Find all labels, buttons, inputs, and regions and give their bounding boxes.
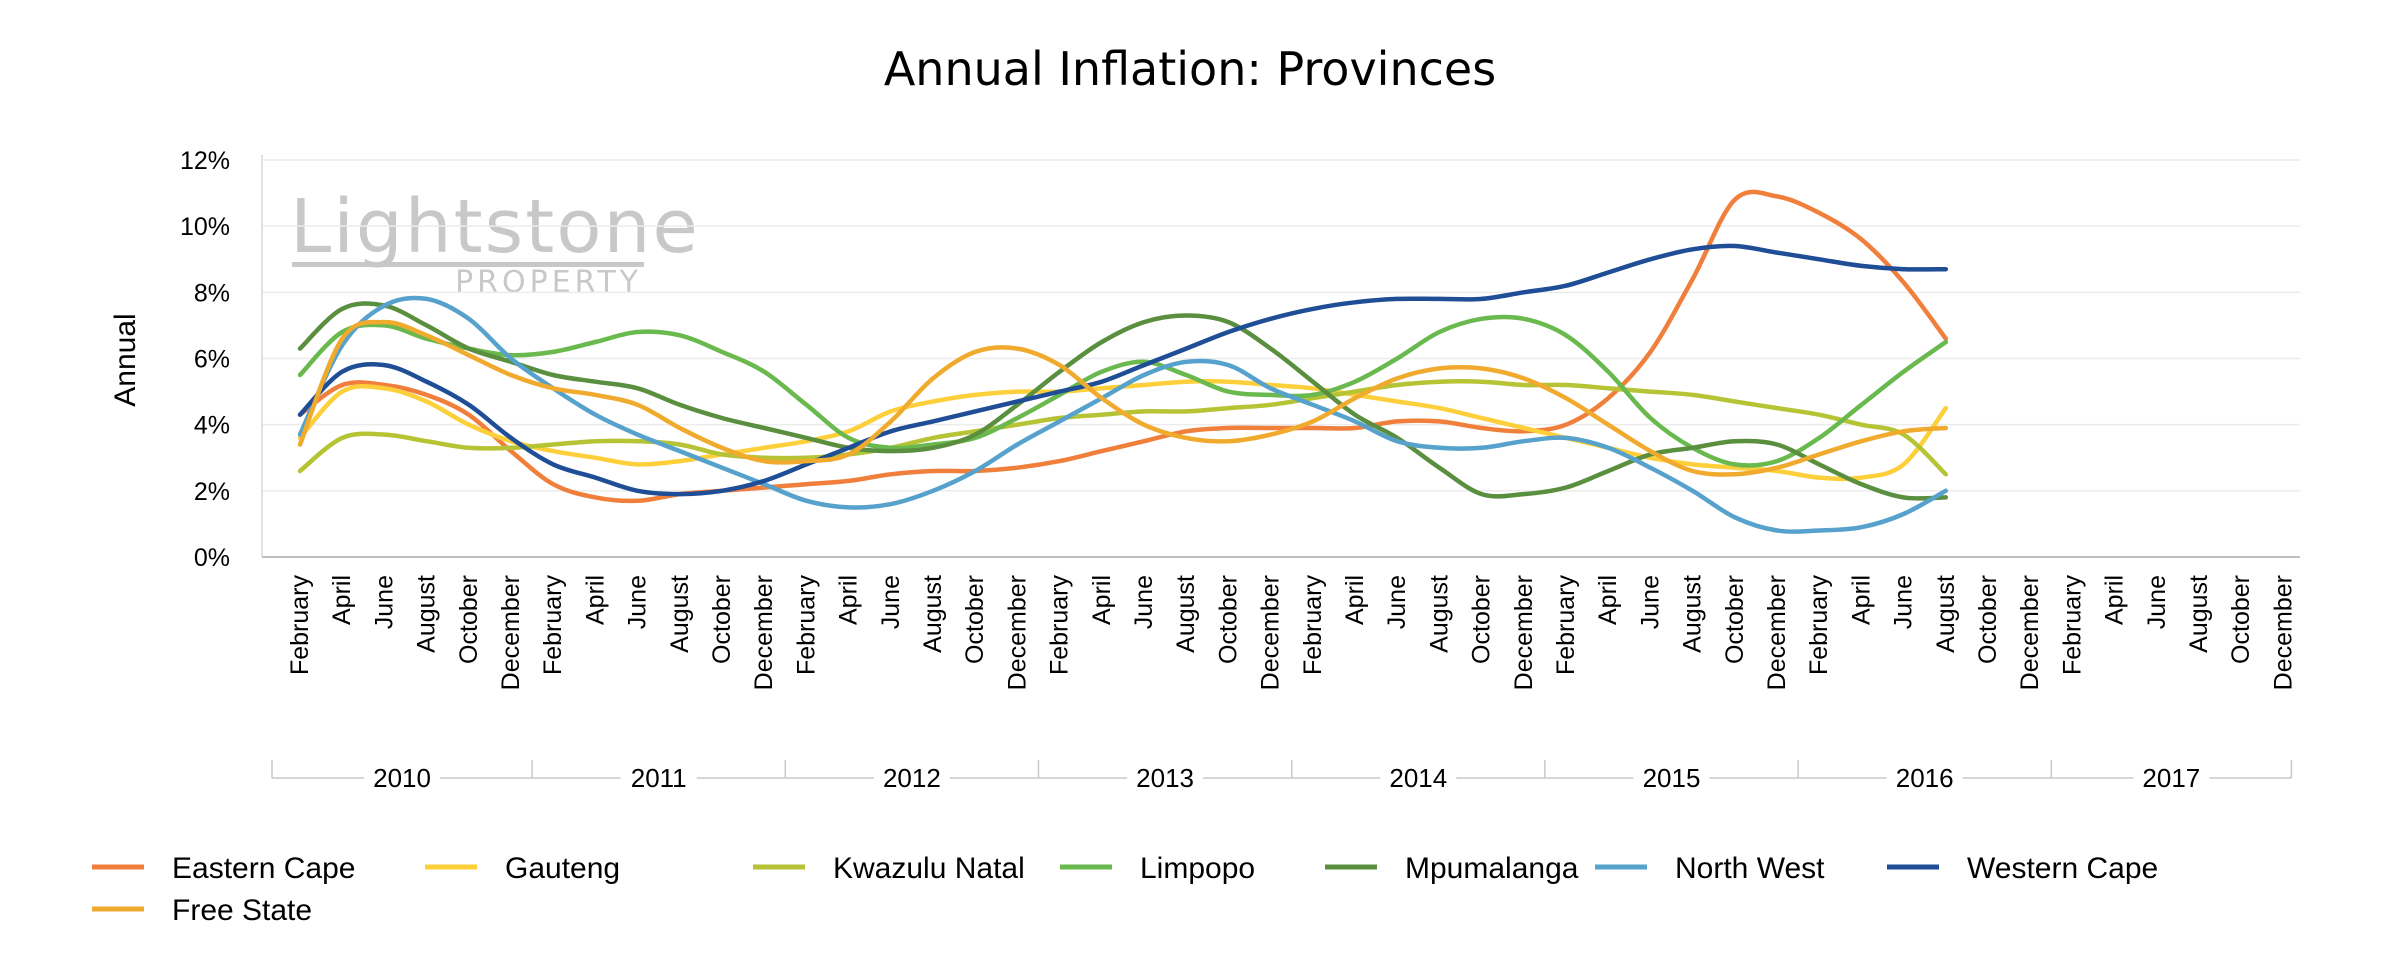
- y-tick-label: 6%: [194, 346, 230, 374]
- x-tick-label: April: [328, 575, 356, 625]
- x-tick-label: October: [1468, 575, 1496, 664]
- legend-label: Limpopo: [1140, 852, 1255, 885]
- x-tick-label: October: [1721, 575, 1749, 664]
- x-tick-label: February: [1299, 575, 1327, 676]
- x-tick-label: August: [413, 575, 441, 653]
- x-axis: February April June August October December Fe…: [271, 575, 2297, 793]
- watermark-logo: Lightstone PROPERTY: [290, 184, 700, 300]
- legend-item: Free State: [92, 894, 312, 927]
- x-tick-label: February: [2058, 575, 2086, 676]
- y-tick-label: 8%: [194, 279, 230, 307]
- x-tick-label: August: [2185, 575, 2213, 653]
- x-tick-label: August: [1425, 575, 1453, 653]
- y-axis-label: Annual: [109, 313, 142, 406]
- x-tick-label: June: [1383, 575, 1411, 629]
- series-line-mpumalanga: [297, 301, 1949, 501]
- x-tick-label: June: [2143, 575, 2171, 629]
- x-tick-label: December: [497, 575, 525, 690]
- x-tick-label: October: [455, 575, 483, 664]
- x-tick-label: February: [1046, 575, 1074, 676]
- x-tick-label: June: [877, 575, 905, 629]
- series-line-western-cape: [297, 243, 1949, 497]
- legend: Eastern Cape Gauteng Kwazulu Natal Limpopo M…: [92, 852, 2158, 927]
- x-tick-label: April: [2101, 575, 2129, 625]
- x-tick-label: October: [2227, 575, 2255, 664]
- x-tick-label: August: [919, 575, 947, 653]
- y-tick-label: 10%: [180, 213, 230, 241]
- year-label: 2011: [631, 763, 687, 793]
- legend-label: North West: [1675, 852, 1825, 885]
- x-tick-label: December: [1257, 575, 1285, 690]
- x-tick-label: August: [1679, 575, 1707, 653]
- x-tick-label: April: [1847, 575, 1875, 625]
- watermark-main-text: Lightstone: [290, 184, 700, 270]
- x-tick-label: June: [1130, 575, 1158, 629]
- series-line-north-west: [297, 295, 1949, 534]
- year-label: 2013: [1136, 763, 1194, 793]
- grid-lines: [261, 155, 2300, 558]
- legend-item: Mpumalanga: [1325, 852, 1579, 885]
- y-tick-label: 2%: [194, 478, 230, 506]
- x-tick-label: February: [1805, 575, 1833, 676]
- x-tick-label: April: [1088, 575, 1116, 625]
- x-tick-label: October: [708, 575, 736, 664]
- series-line-eastern-cape: [297, 189, 1949, 504]
- series-line-limpopo: [297, 314, 1949, 468]
- x-tick-label: December: [1003, 575, 1031, 690]
- legend-label: Gauteng: [505, 852, 620, 885]
- x-tick-label: April: [581, 575, 609, 625]
- x-tick-label: December: [2269, 575, 2297, 690]
- legend-label: Free State: [172, 894, 312, 927]
- x-tick-label: October: [961, 575, 989, 664]
- chart-title: Annual Inflation: Provinces: [884, 42, 1496, 96]
- x-tick-label: October: [1974, 575, 2002, 664]
- x-tick-label: October: [1214, 575, 1242, 664]
- legend-label: Mpumalanga: [1405, 852, 1579, 885]
- year-label: 2015: [1643, 763, 1701, 793]
- legend-item: North West: [1595, 852, 1825, 885]
- x-tick-label: December: [1510, 575, 1538, 690]
- year-label: 2012: [883, 763, 941, 793]
- x-tick-label: April: [1341, 575, 1369, 625]
- y-tick-label: 12%: [180, 147, 230, 175]
- x-tick-label: April: [1594, 575, 1622, 625]
- x-tick-label: June: [1636, 575, 1664, 629]
- year-label: 2014: [1389, 763, 1447, 793]
- watermark-sub-text: PROPERTY: [455, 265, 642, 300]
- year-label: 2016: [1896, 763, 1954, 793]
- legend-item: Western Cape: [1887, 852, 2158, 885]
- x-tick-label: June: [1890, 575, 1918, 629]
- series-line-free-state: [297, 319, 1949, 477]
- x-tick-label: February: [792, 575, 820, 676]
- x-tick-label: February: [286, 575, 314, 676]
- y-tick-label: 4%: [194, 412, 230, 440]
- series-lines: [297, 189, 1949, 534]
- x-tick-label: December: [1763, 575, 1791, 690]
- x-tick-label: December: [2016, 575, 2044, 690]
- x-tick-label: June: [624, 575, 652, 629]
- year-label: 2017: [2142, 763, 2200, 793]
- year-label: 2010: [373, 763, 431, 793]
- legend-label: Western Cape: [1967, 852, 2158, 885]
- watermark-underline: [292, 262, 644, 267]
- x-tick-label: February: [1552, 575, 1580, 676]
- x-tick-label: June: [370, 575, 398, 629]
- legend-item: Limpopo: [1060, 852, 1255, 885]
- x-tick-label: August: [666, 575, 694, 653]
- y-tick-label: 0%: [194, 544, 230, 572]
- x-tick-label: August: [1172, 575, 1200, 653]
- y-axis-ticks: 0% 2% 4% 6% 8% 10% 12%: [180, 147, 230, 572]
- legend-item: Gauteng: [425, 852, 620, 885]
- legend-item: Eastern Cape: [92, 852, 355, 885]
- legend-item: Kwazulu Natal: [753, 852, 1025, 885]
- x-tick-label: April: [835, 575, 863, 625]
- legend-label: Kwazulu Natal: [833, 852, 1025, 885]
- x-tick-label: August: [1932, 575, 1960, 653]
- legend-label: Eastern Cape: [172, 852, 355, 885]
- x-tick-label: December: [750, 575, 778, 690]
- x-tick-label: February: [539, 575, 567, 676]
